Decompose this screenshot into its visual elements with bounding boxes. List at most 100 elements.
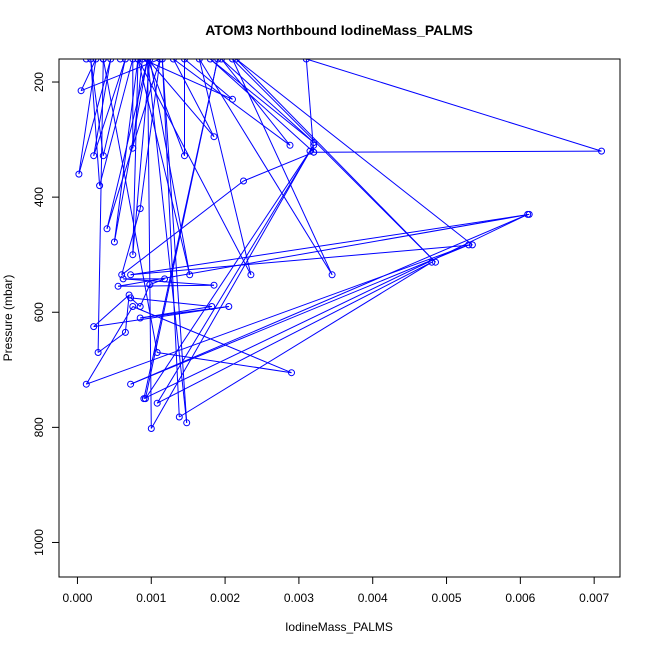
chart-title: ATOM3 Northbound IodineMass_PALMS <box>205 22 473 38</box>
data-point <box>127 271 135 279</box>
data-point <box>206 59 214 63</box>
series-segment <box>90 59 104 156</box>
data-point <box>107 59 115 63</box>
data-point <box>114 282 122 290</box>
x-tick-label: 0.003 <box>284 591 314 605</box>
series-segment <box>221 59 315 143</box>
data-point <box>428 258 436 266</box>
series-segment <box>235 59 436 263</box>
data-point <box>121 59 129 63</box>
series-segment <box>144 59 219 399</box>
series-segment <box>209 59 315 153</box>
data-point <box>129 59 137 63</box>
series-segment <box>198 59 333 276</box>
series-segment <box>132 306 292 374</box>
series-segment <box>313 150 602 153</box>
data-point <box>87 59 95 63</box>
x-tick-label: 0.006 <box>505 591 535 605</box>
data-point <box>127 380 135 388</box>
data-point <box>181 59 188 63</box>
series-segment <box>121 208 141 275</box>
series-segment <box>243 151 314 182</box>
data-point <box>94 349 102 356</box>
series-segment <box>93 59 126 156</box>
data-point <box>82 380 90 388</box>
data-point <box>136 205 144 213</box>
data-point <box>208 303 216 310</box>
data-point <box>146 281 154 289</box>
series-segment <box>143 213 528 400</box>
series-segment <box>124 294 130 333</box>
series-segment <box>156 145 315 404</box>
data-point <box>90 152 98 160</box>
x-axis-label: IodineMass_PALMS <box>285 620 393 634</box>
data-point <box>232 59 240 63</box>
data-point <box>144 59 152 63</box>
plot-area <box>75 59 605 432</box>
series-segment <box>142 59 233 100</box>
series-segment <box>150 150 311 429</box>
data-point <box>138 59 146 63</box>
data-point <box>225 303 233 310</box>
series-segment <box>306 59 602 152</box>
y-tick-label: 1000 <box>32 529 46 556</box>
data-point <box>147 425 155 432</box>
series-segment <box>99 59 134 186</box>
series-segment <box>137 59 191 275</box>
data-point <box>310 139 318 146</box>
series-segment <box>130 213 528 385</box>
series-segment <box>139 59 161 209</box>
series-segment <box>156 261 433 404</box>
data-point <box>96 182 104 190</box>
x-tick-label: 0.002 <box>210 591 240 605</box>
series-segment <box>147 59 185 156</box>
data-point <box>247 271 255 279</box>
y-axis: 200 400 600 800 1000 <box>32 72 60 556</box>
series-segment <box>144 145 315 399</box>
data-point <box>136 303 144 310</box>
data-point <box>103 225 111 233</box>
y-tick-label: 800 <box>32 417 46 437</box>
data-point <box>183 419 191 427</box>
data-point <box>286 141 294 149</box>
series-segment <box>123 278 215 286</box>
series-segment <box>102 59 158 353</box>
data-point <box>175 413 183 421</box>
x-axis: 0.000 0.001 0.002 0.003 0.004 0.005 0.006 0.007 <box>62 576 610 605</box>
y-tick-label: 400 <box>32 187 46 207</box>
series-segment <box>130 297 212 307</box>
x-tick-label: 0.001 <box>136 591 166 605</box>
series-segment <box>161 59 188 423</box>
x-tick-label: 0.004 <box>358 591 388 605</box>
data-point <box>186 271 194 279</box>
series-segment <box>93 294 130 327</box>
series-segment <box>86 244 469 385</box>
y-tick-label: 200 <box>32 72 46 92</box>
data-point <box>306 147 314 155</box>
data-point <box>229 95 236 103</box>
data-point <box>210 281 218 289</box>
data-point <box>75 170 83 178</box>
series-segment <box>130 244 469 385</box>
data-point <box>468 241 476 249</box>
data-point <box>310 148 318 156</box>
data-point <box>129 303 137 310</box>
series-segment <box>118 284 215 287</box>
x-tick-label: 0.005 <box>432 591 462 605</box>
series-segment <box>113 59 139 243</box>
series-segment <box>147 59 188 423</box>
data-point <box>119 275 127 283</box>
data-point <box>134 59 142 63</box>
series-segment <box>85 306 134 385</box>
data-point <box>465 241 473 249</box>
data-point <box>146 59 154 63</box>
data-point <box>129 144 137 152</box>
data-point <box>158 59 166 63</box>
data-point <box>229 59 236 63</box>
series-segment <box>102 59 126 156</box>
series-segment <box>221 59 291 146</box>
x-tick-label: 0.000 <box>62 591 92 605</box>
data-point <box>118 271 126 279</box>
x-tick-label: 0.007 <box>579 591 609 605</box>
